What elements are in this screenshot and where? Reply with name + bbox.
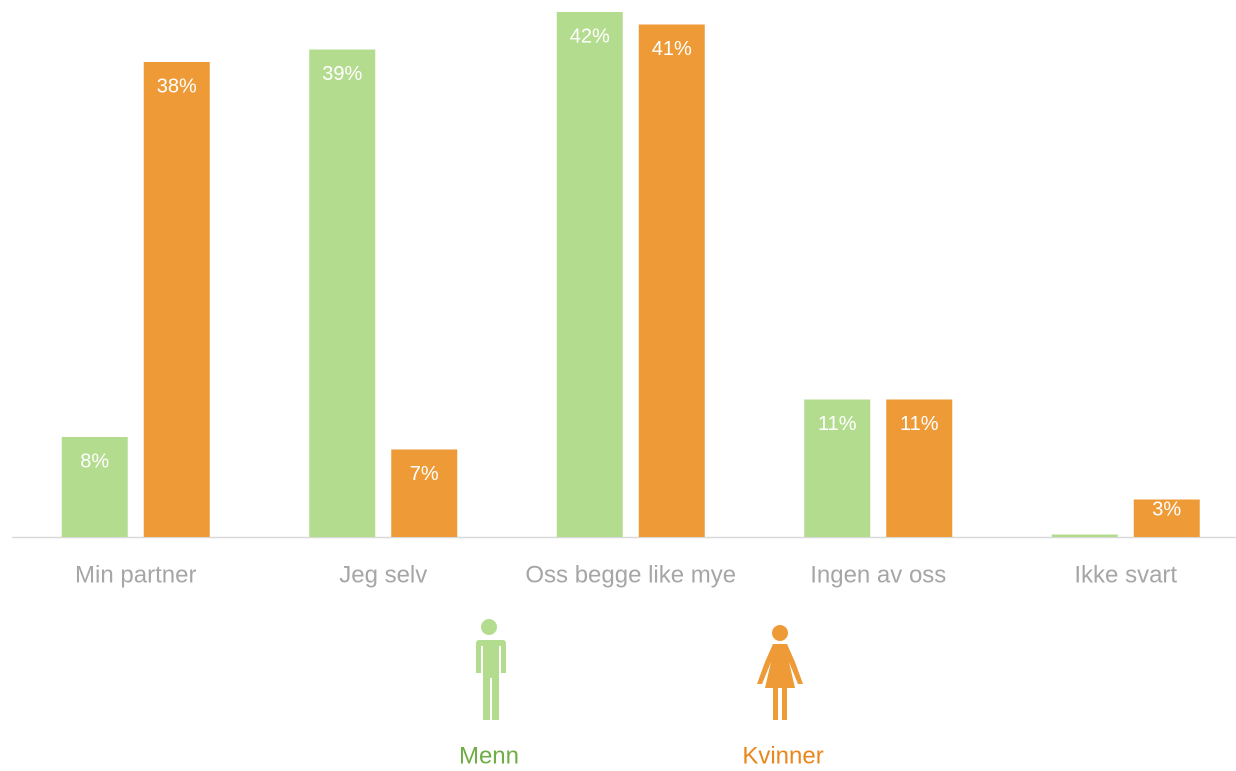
bar [638,24,705,537]
bar [391,449,458,537]
x-tick-label: Oss begge like mye [525,561,736,588]
legend-label: Menn [459,742,519,769]
value-label: 8% [80,450,109,472]
bar [556,12,623,537]
bar [309,49,376,537]
bar [61,437,128,537]
legend-icon-women [757,625,803,720]
value-label: 3% [1152,499,1181,521]
value-label: 39% [322,63,362,85]
bar [1051,534,1118,537]
value-label: 11% [900,413,939,435]
bar [804,399,871,537]
value-label: 41% [652,38,692,60]
bar [143,62,210,537]
legend-icon-men [475,619,506,720]
value-label: 42% [570,25,610,47]
legend-label: Kvinner [742,742,823,769]
x-tick-label: Ikke svart [1074,561,1177,588]
value-label: 7% [410,463,439,485]
value-label: 11% [818,413,857,435]
bar [886,399,953,537]
x-tick-label: Ingen av oss [810,561,946,588]
x-tick-label: Jeg selv [339,561,427,588]
value-label: 38% [157,75,197,97]
x-tick-label: Min partner [75,561,196,588]
bar [1133,499,1200,537]
